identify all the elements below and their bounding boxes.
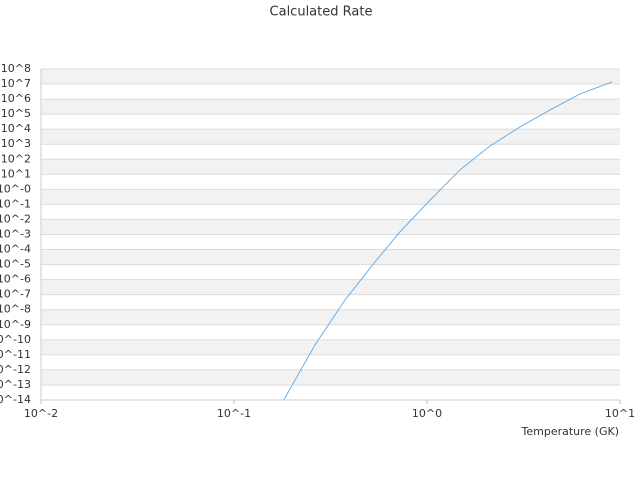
- y-tick-label: 10^-4: [0, 243, 31, 256]
- y-tick-label: 10^-12: [0, 363, 31, 376]
- y-tick-label: 10^-9: [0, 318, 31, 331]
- grid-band: [41, 69, 620, 85]
- grid-band: [41, 249, 620, 265]
- y-tick-label: 10^-3: [0, 228, 31, 241]
- y-tick-label: 10^-6: [0, 273, 31, 286]
- y-tick-label: 10^-14: [0, 393, 31, 406]
- grid-band: [41, 159, 620, 175]
- grid-band: [41, 339, 620, 355]
- x-tick-label: 10^-1: [217, 407, 251, 420]
- grid-band: [41, 219, 620, 235]
- y-tick-label: 10^6: [1, 92, 31, 105]
- y-tick-label: 10^7: [1, 77, 31, 90]
- series-line: [283, 81, 613, 400]
- y-tick-label: 10^-13: [0, 378, 31, 391]
- y-tick-label: 10^-8: [0, 303, 31, 316]
- y-tick-label: 10^1: [1, 167, 31, 180]
- y-tick-label: 10^-1: [0, 197, 31, 210]
- y-tick-label: 10^8: [1, 62, 31, 75]
- y-tick-label: 10^4: [1, 122, 31, 135]
- grid-band: [41, 369, 620, 385]
- grid-band: [41, 309, 620, 325]
- grid-band: [41, 189, 620, 205]
- x-tick-label: 10^1: [605, 407, 635, 420]
- y-tick-label: 10^5: [1, 107, 31, 120]
- y-tick-label: 10^-7: [0, 288, 31, 301]
- y-tick-label: 10^-0: [0, 182, 31, 195]
- y-tick-label: 10^-11: [0, 348, 31, 361]
- y-tick-label: 10^2: [1, 152, 31, 165]
- y-tick-label: 10^-2: [0, 212, 31, 225]
- chart-title: Calculated Rate: [270, 5, 373, 20]
- x-tick-label: 10^-2: [24, 407, 58, 420]
- x-tick-label: 10^0: [412, 407, 442, 420]
- grid-band: [41, 99, 620, 115]
- grid-band: [41, 279, 620, 295]
- y-tick-label: 10^-5: [0, 258, 31, 271]
- x-axis-label: Temperature (GK): [521, 425, 620, 438]
- grid-band: [41, 129, 620, 145]
- y-tick-label: 10^-10: [0, 333, 31, 346]
- y-tick-label: 10^3: [1, 137, 31, 150]
